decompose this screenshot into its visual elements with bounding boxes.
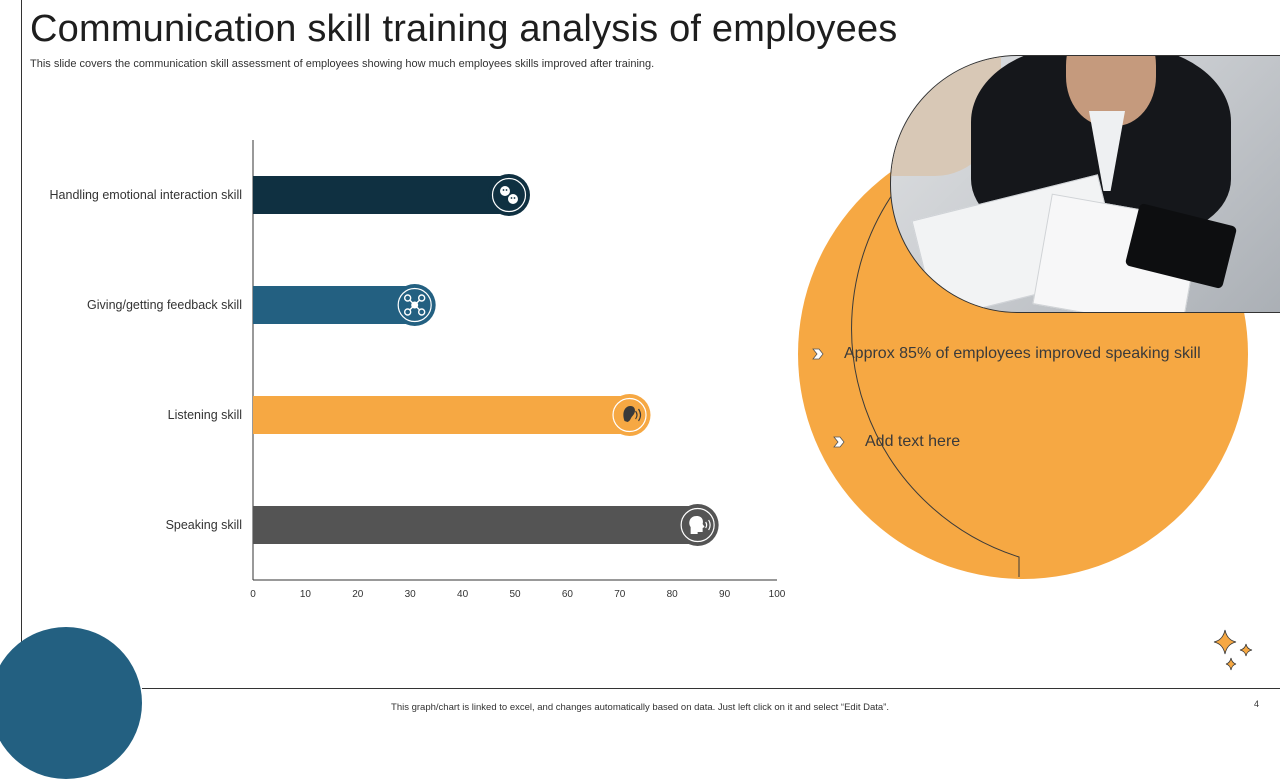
bar	[253, 286, 421, 324]
bar-badge-ring	[680, 507, 715, 543]
x-tick-label: 90	[719, 589, 731, 600]
sparkle-icon	[1213, 629, 1253, 671]
bar-badge-ring	[397, 287, 432, 323]
x-tick-label: 60	[562, 589, 574, 600]
category-label: Listening skill	[168, 408, 242, 422]
business-photo	[890, 55, 1280, 313]
x-tick-label: 70	[614, 589, 626, 600]
page-number: 4	[1254, 699, 1260, 709]
emotions-icon	[500, 186, 518, 204]
callout-2: Add text here	[833, 433, 960, 451]
callout-1: Approx 85% of employees improved speakin…	[812, 345, 1201, 363]
x-tick-label: 100	[769, 589, 786, 600]
footer-note: This graph/chart is linked to excel, and…	[391, 702, 889, 713]
feedback-network-icon	[403, 294, 426, 316]
decorative-arc	[851, 194, 1020, 577]
bar	[253, 396, 636, 434]
slide-title: Communication skill training analysis of…	[30, 8, 898, 50]
x-tick-label: 20	[352, 589, 364, 600]
bar	[253, 506, 704, 544]
bar	[253, 176, 515, 214]
category-label: Handling emotional interaction skill	[50, 188, 242, 202]
listening-ear-icon	[623, 406, 642, 422]
footer-rule	[142, 688, 1280, 689]
x-tick-label: 40	[457, 589, 469, 600]
callout-1-text: Approx 85% of employees improved speakin…	[844, 345, 1201, 362]
x-tick-label: 0	[250, 589, 256, 600]
x-tick-label: 10	[300, 589, 312, 600]
bar-badge-ring	[612, 397, 647, 433]
speaking-head-icon	[689, 516, 711, 534]
category-label: Giving/getting feedback skill	[87, 298, 242, 312]
x-tick-label: 30	[405, 589, 417, 600]
slide-subtitle: This slide covers the communication skil…	[30, 58, 655, 70]
chevron-right-icon	[833, 436, 845, 448]
category-label: Speaking skill	[166, 518, 242, 532]
x-tick-label: 50	[509, 589, 521, 600]
bar-badge	[488, 174, 530, 216]
left-rule	[21, 0, 22, 645]
callout-2-text: Add text here	[865, 433, 961, 450]
bar-badge-ring	[491, 177, 527, 213]
bar-chart[interactable]: 0 10 20 30 40 50 60 70 80 90 100 Handling emotional…	[0, 0, 800, 620]
chevron-right-icon	[812, 348, 824, 360]
x-tick-label: 80	[667, 589, 679, 600]
